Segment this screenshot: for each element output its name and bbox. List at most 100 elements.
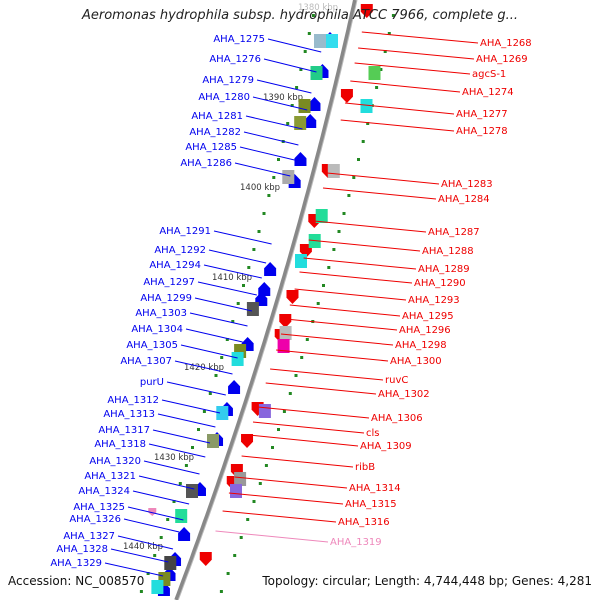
- ruler-tick: [327, 266, 331, 269]
- reverse-gene-label[interactable]: AHA_1309: [360, 441, 412, 452]
- forward-gene-label[interactable]: AHA_1303: [135, 308, 187, 319]
- forward-leader-line: [161, 399, 221, 414]
- reverse-leader-line: [215, 530, 329, 543]
- reverse-gene-label[interactable]: AHA_1296: [399, 325, 451, 336]
- reverse-gene-label[interactable]: AHA_1287: [428, 227, 480, 238]
- forward-gene-label[interactable]: AHA_1281: [191, 111, 243, 122]
- cog-feature-box: [151, 580, 164, 594]
- reverse-leader-line: [308, 239, 421, 252]
- forward-gene-label[interactable]: AHA_1317: [98, 425, 150, 436]
- forward-gene-label[interactable]: AHA_1320: [89, 456, 141, 467]
- reverse-gene-label[interactable]: AHA_1298: [395, 340, 447, 351]
- forward-gene-label[interactable]: purU: [140, 377, 164, 388]
- ruler-tick: [391, 14, 395, 17]
- forward-gene-glyph: [178, 527, 191, 541]
- reverse-leader-line: [350, 80, 461, 93]
- reverse-gene-glyph: [279, 314, 292, 328]
- cog-feature-box: [175, 509, 188, 523]
- forward-gene-label[interactable]: AHA_1299: [140, 293, 192, 304]
- cog-feature-box: [234, 472, 247, 486]
- forward-gene-label[interactable]: AHA_1325: [73, 502, 125, 513]
- forward-gene-label[interactable]: AHA_1297: [143, 277, 195, 288]
- forward-leader-line: [143, 460, 200, 475]
- ruler-tick: [225, 338, 229, 341]
- forward-gene-label[interactable]: AHA_1328: [56, 544, 108, 555]
- forward-gene-label[interactable]: AHA_1304: [131, 324, 183, 335]
- ruler-tick: [277, 158, 280, 161]
- ruler-tick: [294, 374, 298, 377]
- cog-feature-box: [295, 254, 307, 268]
- reverse-gene-label[interactable]: AHA_1302: [378, 389, 430, 400]
- reverse-gene-label[interactable]: AHA_1295: [402, 311, 454, 322]
- forward-gene-label[interactable]: AHA_1326: [69, 514, 121, 525]
- ruler-tick: [375, 86, 379, 89]
- reverse-gene-label[interactable]: AHA_1319: [330, 537, 382, 548]
- ruler-tick: [332, 248, 336, 251]
- reverse-gene-label[interactable]: AHA_1316: [338, 517, 390, 528]
- forward-gene-label[interactable]: AHA_1275: [213, 34, 265, 45]
- forward-gene-glyph: [228, 380, 241, 394]
- reverse-gene-label[interactable]: AHA_1315: [345, 499, 397, 510]
- ruler-tick: [252, 500, 256, 503]
- forward-gene-label[interactable]: AHA_1312: [107, 395, 159, 406]
- ruler-tick: [357, 158, 360, 161]
- reverse-leader-line: [257, 406, 370, 419]
- ruler-tick: [220, 356, 224, 359]
- forward-gene-label[interactable]: AHA_1276: [209, 54, 261, 65]
- forward-gene-label[interactable]: AHA_1286: [180, 158, 232, 169]
- ruler-label: 1390 kbp: [263, 93, 303, 103]
- cog-feature-box: [310, 66, 323, 80]
- ruler-tick: [288, 392, 292, 395]
- forward-gene-label[interactable]: AHA_1294: [149, 260, 201, 271]
- forward-gene-label[interactable]: AHA_1280: [198, 92, 250, 103]
- reverse-gene-label[interactable]: AHA_1289: [418, 264, 470, 275]
- forward-gene-label[interactable]: AHA_1327: [63, 531, 115, 542]
- forward-gene-label[interactable]: AHA_1324: [78, 486, 130, 497]
- forward-gene-label[interactable]: AHA_1305: [126, 340, 178, 351]
- ruler-tick: [159, 536, 163, 539]
- reverse-gene-label[interactable]: AHA_1284: [438, 194, 490, 205]
- ruler-tick: [153, 554, 157, 557]
- reverse-gene-label[interactable]: AHA_1269: [476, 54, 528, 65]
- reverse-gene-label[interactable]: AHA_1268: [480, 38, 532, 49]
- reverse-gene-label[interactable]: AHA_1277: [456, 109, 508, 120]
- forward-gene-label[interactable]: AHA_1321: [84, 471, 136, 482]
- reverse-gene-label[interactable]: AHA_1300: [390, 356, 442, 367]
- reverse-gene-label[interactable]: agcS-1: [472, 69, 506, 80]
- ruler-tick: [226, 572, 230, 575]
- forward-leader-line: [263, 58, 317, 73]
- reverse-gene-label[interactable]: AHA_1288: [422, 246, 474, 257]
- ruler-tick: [299, 68, 303, 71]
- reverse-gene-label[interactable]: AHA_1274: [462, 87, 514, 98]
- forward-gene-label[interactable]: AHA_1318: [94, 439, 146, 450]
- ruler-tick: [191, 446, 194, 449]
- reverse-leader-line: [289, 304, 401, 317]
- forward-gene-label[interactable]: AHA_1285: [185, 142, 237, 153]
- forward-gene-label[interactable]: AHA_1291: [159, 226, 211, 237]
- reverse-gene-label[interactable]: AHA_1290: [414, 278, 466, 289]
- reverse-gene-label[interactable]: ribB: [355, 462, 375, 473]
- reverse-gene-label[interactable]: ruvC: [385, 375, 408, 386]
- reverse-leader-line: [270, 368, 384, 381]
- ruler-tick: [295, 86, 299, 89]
- reverse-gene-label[interactable]: AHA_1314: [349, 483, 401, 494]
- cog-feature-box: [230, 484, 242, 498]
- forward-gene-label[interactable]: AHA_1282: [189, 127, 241, 138]
- forward-gene-label[interactable]: AHA_1292: [154, 245, 206, 256]
- reverse-gene-label[interactable]: AHA_1293: [408, 295, 460, 306]
- forward-gene-label[interactable]: AHA_1329: [50, 558, 102, 569]
- ruler-tick: [387, 32, 391, 35]
- reverse-leader-line: [303, 257, 417, 270]
- reverse-gene-label[interactable]: AHA_1306: [371, 413, 423, 424]
- reverse-gene-label[interactable]: cls: [366, 428, 380, 439]
- reverse-gene-label[interactable]: AHA_1278: [456, 126, 508, 137]
- forward-gene-label[interactable]: AHA_1313: [103, 409, 155, 420]
- forward-leader-line: [174, 360, 233, 375]
- forward-gene-label[interactable]: AHA_1279: [202, 75, 254, 86]
- reverse-gene-label[interactable]: AHA_1283: [441, 179, 493, 190]
- cog-feature-box: [327, 164, 340, 178]
- cog-feature-box: [315, 209, 328, 223]
- forward-gene-label[interactable]: AHA_1307: [120, 356, 172, 367]
